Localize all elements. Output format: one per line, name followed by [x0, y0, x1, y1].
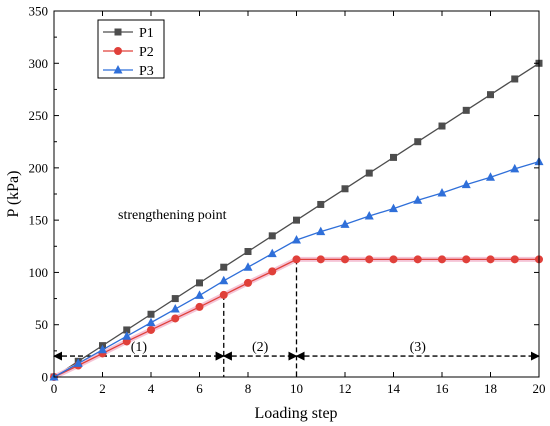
legend-marker — [113, 65, 123, 74]
data-point — [292, 235, 301, 244]
x-tick-label: 2 — [99, 381, 106, 396]
data-point — [171, 314, 180, 323]
data-point — [219, 290, 228, 299]
data-point — [122, 331, 132, 340]
y-tick-label: 0 — [42, 370, 49, 385]
data-point — [73, 358, 83, 367]
phase-label: (1) — [131, 340, 148, 355]
series-layer — [49, 59, 544, 381]
data-point — [147, 310, 155, 318]
data-point — [341, 255, 349, 264]
legend-label-p3: P3 — [139, 64, 154, 79]
phase-label: (3) — [410, 340, 427, 355]
x-tick-label: 18 — [484, 381, 497, 396]
data-point — [510, 163, 520, 173]
x-tick-label: 16 — [436, 381, 450, 396]
y-tick-label: 250 — [29, 108, 49, 123]
data-point — [389, 255, 398, 264]
legend: P1 P2 P3 — [97, 19, 165, 79]
data-point — [462, 106, 470, 114]
data-point — [365, 169, 373, 177]
data-point — [220, 263, 228, 271]
x-tick-label: 14 — [387, 381, 401, 396]
data-point — [244, 248, 252, 256]
data-point — [365, 255, 374, 264]
data-point — [487, 91, 494, 99]
data-point — [486, 255, 495, 264]
data-point — [414, 138, 422, 146]
x-tick-label: 6 — [196, 381, 203, 396]
phase-label: (2) — [252, 340, 269, 355]
y-tick-label: 200 — [29, 160, 49, 175]
legend-box — [97, 19, 165, 79]
data-point — [98, 344, 107, 354]
x-tick-label: 12 — [339, 381, 352, 396]
data-point — [316, 226, 326, 236]
data-point — [268, 232, 276, 240]
y-tick-label: 300 — [29, 56, 49, 71]
x-tick-label: 10 — [290, 381, 303, 396]
y-tick-label: 100 — [29, 265, 49, 280]
data-point — [438, 122, 446, 130]
data-point — [244, 278, 252, 287]
legend-marker — [114, 47, 122, 55]
data-point — [196, 279, 203, 287]
annotation-layer: (1) (2) (3) — [53, 259, 540, 377]
x-axis-title: Loading step — [254, 405, 337, 422]
x-tick-label: 8 — [245, 381, 252, 396]
strengthening-point-label: strengthening point — [118, 208, 227, 223]
data-point — [413, 195, 423, 204]
y-tick-label: 150 — [29, 213, 49, 228]
y-tick-label: 350 — [29, 4, 49, 19]
data-point — [293, 216, 300, 224]
data-point — [413, 255, 422, 264]
y-axis-title: P (kPa) — [5, 171, 22, 218]
data-point — [243, 262, 253, 271]
data-point — [292, 255, 301, 264]
data-point — [364, 210, 374, 220]
legend-marker — [114, 28, 122, 36]
data-point — [438, 255, 446, 264]
x-tick-label: 20 — [533, 381, 546, 396]
data-point — [389, 203, 398, 213]
data-point — [146, 317, 156, 327]
data-point — [317, 200, 325, 208]
data-point — [147, 325, 155, 334]
data-point — [171, 295, 179, 303]
data-point — [341, 185, 349, 193]
data-point — [461, 179, 471, 189]
data-point — [219, 275, 229, 285]
data-point — [462, 255, 471, 264]
data-point — [510, 255, 519, 264]
data-point — [268, 267, 277, 276]
y-tick-label: 50 — [35, 317, 48, 332]
data-point — [486, 172, 495, 181]
legend-label-p1: P1 — [139, 26, 154, 41]
data-point — [267, 248, 277, 258]
series-p2 — [50, 255, 543, 381]
data-point — [316, 255, 325, 264]
data-point — [390, 153, 397, 161]
data-point — [195, 302, 204, 311]
data-point — [340, 219, 350, 228]
data-point — [437, 187, 447, 197]
data-point — [511, 75, 519, 83]
x-tick-label: 0 — [51, 381, 58, 396]
data-point — [170, 304, 180, 313]
data-point — [123, 326, 131, 334]
legend-label-p2: P2 — [139, 45, 154, 60]
data-point — [195, 290, 204, 299]
x-tick-label: 4 — [148, 381, 155, 396]
